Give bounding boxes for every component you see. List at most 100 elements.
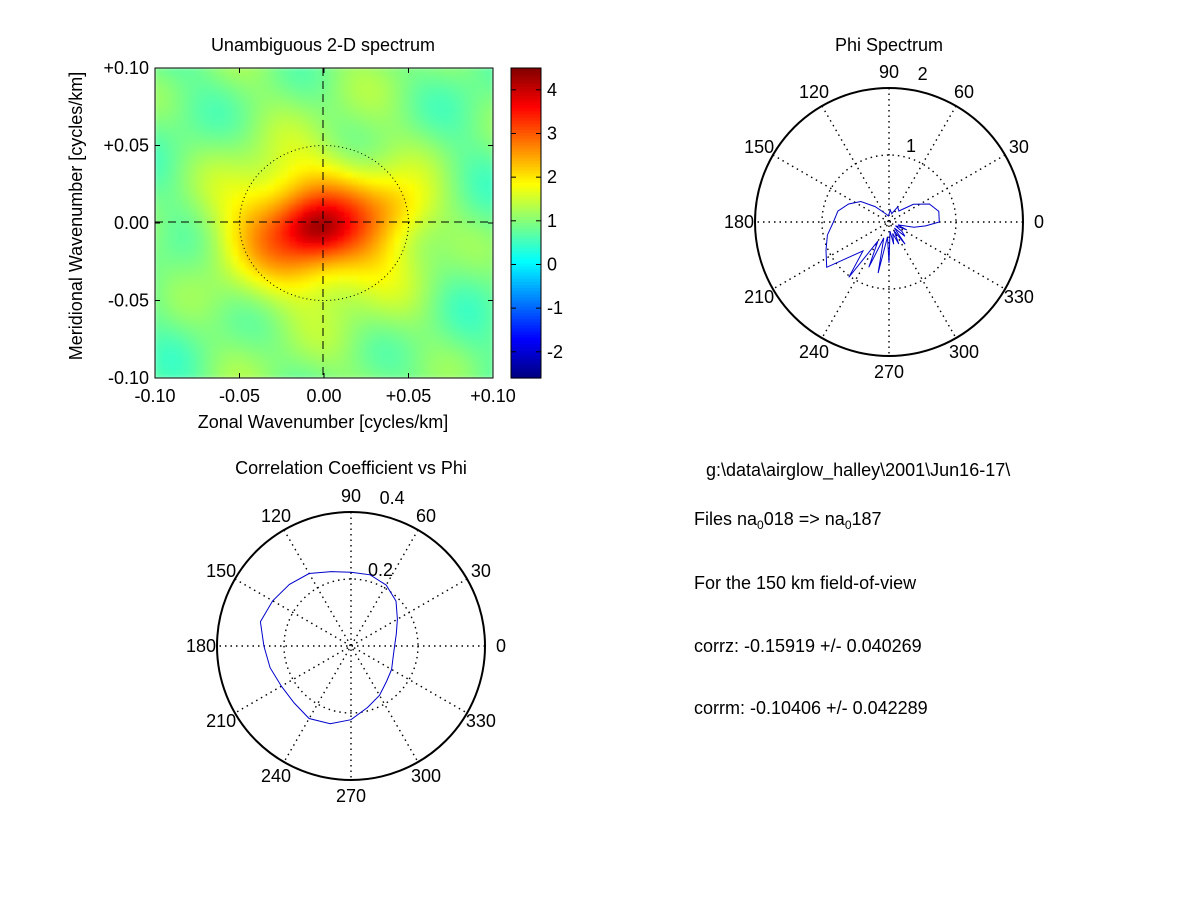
- heatmap-cell: [302, 325, 311, 334]
- heatmap-cell: [457, 86, 466, 95]
- heatmap-cell: [281, 371, 290, 378]
- heatmap-cell: [168, 248, 177, 256]
- heatmap-cell: [358, 228, 367, 237]
- heatmap-cell: [224, 119, 233, 127]
- heatmap-cell: [295, 203, 304, 211]
- heatmap-cell: [400, 300, 409, 308]
- heatmap-cell: [274, 196, 283, 205]
- heatmap-cell: [281, 68, 290, 75]
- heatmap-cell: [274, 306, 283, 314]
- heatmap-cell: [217, 338, 226, 347]
- heatmap-cell: [450, 216, 459, 224]
- heatmap-cell: [415, 106, 424, 114]
- heatmap-cell: [210, 196, 219, 205]
- colorbar-step: [511, 254, 541, 258]
- colorbar-step: [511, 185, 541, 190]
- heatmap-cell: [323, 119, 332, 127]
- heatmap-cell: [253, 138, 262, 146]
- heatmap-cell: [330, 319, 339, 327]
- heatmap-cell: [344, 93, 353, 101]
- heatmap-cell: [217, 68, 226, 75]
- heatmap-cell: [485, 293, 493, 301]
- heatmap-cell: [372, 274, 381, 282]
- heatmap-cell: [302, 164, 311, 172]
- heatmap-cell: [429, 338, 438, 347]
- heatmap-cell: [415, 80, 424, 88]
- heatmap-cell: [246, 190, 255, 198]
- heatmap-cell: [379, 241, 388, 250]
- heatmap-cell: [429, 351, 438, 360]
- heatmap-cell: [386, 183, 395, 192]
- heatmap-cell: [393, 80, 402, 88]
- heatmap-cell: [246, 267, 255, 276]
- heatmap-y-tick-label: -0.10: [108, 368, 149, 388]
- heatmap-cell: [231, 125, 240, 134]
- heatmap-cell: [436, 325, 445, 334]
- heatmap-cell: [415, 241, 424, 250]
- heatmap-cell: [351, 300, 360, 308]
- heatmap-cell: [316, 112, 325, 121]
- heatmap-cell: [196, 222, 205, 230]
- heatmap-cell: [302, 203, 311, 211]
- heatmap-cell: [260, 371, 269, 378]
- heatmap-cell: [253, 248, 262, 256]
- heatmap-cell: [189, 119, 198, 127]
- heatmap-cell: [295, 164, 304, 172]
- heatmap-cell: [408, 177, 417, 185]
- heatmap-cell: [267, 306, 276, 314]
- colorbar-step: [511, 269, 541, 274]
- heatmap-cell: [239, 306, 248, 314]
- heatmap-cell: [196, 351, 205, 360]
- heatmap-cell: [189, 280, 198, 289]
- heatmap-cell: [217, 216, 226, 224]
- heatmap-cell: [351, 203, 360, 211]
- heatmap-cell: [267, 151, 276, 159]
- heatmap-cell: [217, 112, 226, 121]
- heatmap-cell: [344, 228, 353, 237]
- heatmap-cell: [471, 132, 480, 140]
- heatmap-cell: [316, 254, 325, 263]
- heatmap-cell: [436, 254, 445, 263]
- heatmap-cell: [253, 164, 262, 172]
- heatmap-cell: [351, 106, 360, 114]
- heatmap-cell: [457, 338, 466, 347]
- heatmap-cell: [450, 351, 459, 360]
- heatmap-cell: [231, 280, 240, 289]
- heatmap-cell: [274, 145, 283, 153]
- heatmap-cell: [189, 287, 198, 295]
- heatmap-cell: [471, 235, 480, 243]
- heatmap-cell: [231, 145, 240, 153]
- heatmap-cell: [260, 112, 269, 121]
- heatmap-cell: [408, 112, 417, 121]
- heatmap-cell: [161, 203, 170, 211]
- heatmap-cell: [246, 261, 255, 269]
- heatmap-cell: [182, 312, 191, 321]
- heatmap-cell: [478, 138, 487, 146]
- heatmap-cell: [393, 106, 402, 114]
- heatmap-cell: [365, 306, 374, 314]
- heatmap-cell: [295, 190, 304, 198]
- heatmap-cell: [295, 86, 304, 95]
- heatmap-cell: [224, 300, 233, 308]
- heatmap-cell: [224, 145, 233, 153]
- heatmap-cell: [386, 280, 395, 289]
- heatmap-cell: [443, 248, 452, 256]
- heatmap-cell: [429, 68, 438, 75]
- heatmap-cell: [337, 364, 346, 373]
- heatmap-cell: [372, 203, 381, 211]
- heatmap-cell: [344, 280, 353, 289]
- heatmap-cell: [168, 80, 177, 88]
- colorbar-step: [511, 102, 541, 106]
- heatmap-cell: [400, 287, 409, 295]
- heatmap-cell: [351, 312, 360, 321]
- heatmap-cell: [161, 190, 170, 198]
- colorbar-step: [511, 77, 541, 81]
- heatmap-cell: [471, 196, 480, 205]
- heatmap-cell: [203, 80, 212, 88]
- heatmap-cell: [161, 145, 170, 153]
- heatmap-cell: [274, 267, 283, 276]
- heatmap-cell: [231, 274, 240, 282]
- heatmap-cell: [288, 183, 297, 192]
- heatmap-cell: [464, 170, 473, 179]
- heatmap-cell: [267, 274, 276, 282]
